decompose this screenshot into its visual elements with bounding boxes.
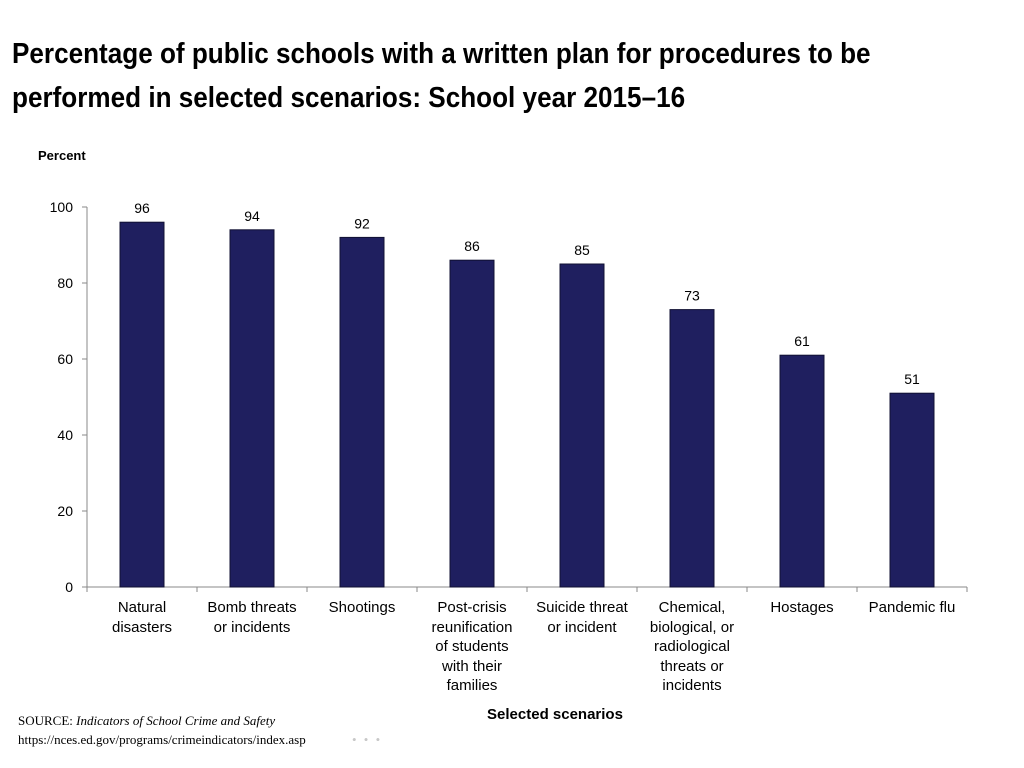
data-label: 94: [244, 208, 260, 224]
x-tick-label-line: of students: [435, 638, 509, 656]
x-tick-label: Post-crisis reunification of students with …: [417, 598, 527, 696]
x-tick-label-line: Bomb threats: [207, 599, 297, 616]
bar: [669, 309, 715, 588]
x-tick-label-line: Suicide threat: [536, 599, 628, 616]
data-label: 86: [464, 238, 480, 254]
x-tick-label: Pandemic flu: [857, 598, 967, 618]
source-prefix: SOURCE:: [18, 713, 77, 728]
data-label: 51: [904, 371, 920, 387]
data-label: 73: [684, 288, 700, 304]
source-note: SOURCE: Indicators of School Crime and S…: [18, 711, 306, 749]
x-tick-label-line: Chemical,: [658, 599, 726, 616]
source-publication: Indicators of School Crime and Safety: [76, 713, 276, 728]
x-tick-label: Natural disasters: [87, 598, 197, 637]
y-tick-label: 100: [50, 199, 74, 215]
chart-title: Percentage of public schools with a writ…: [12, 38, 871, 114]
bar: [559, 263, 605, 588]
bar: [229, 229, 275, 588]
data-label: 61: [794, 333, 810, 349]
y-tick-label: 60: [57, 351, 73, 367]
x-tick-label-line: or incidents: [213, 618, 291, 636]
decorative-dots: • • •: [352, 732, 383, 747]
x-tick-label: Bomb threats or incidents: [197, 598, 307, 637]
x-tick-label-line: with their: [441, 657, 503, 675]
bar: [889, 392, 935, 588]
x-tick-label-line: Pandemic flu: [868, 599, 956, 616]
x-tick-label-line: or incident: [547, 618, 617, 636]
bar: [779, 354, 825, 588]
x-tick-label-line: Post-crisis: [437, 599, 507, 616]
x-tick-label-line: radiological: [654, 638, 730, 656]
data-label: 92: [354, 215, 370, 231]
x-tick-label: Chemical, biological, or radiological threa…: [637, 598, 747, 696]
x-tick-label-line: threats or: [660, 657, 724, 675]
x-tick-label-line: reunification: [431, 618, 513, 636]
source-url[interactable]: https://nces.ed.gov/programs/crimeindica…: [18, 732, 306, 747]
y-tick-label: 20: [57, 503, 73, 519]
x-tick-label: Suicide threat or incident: [527, 598, 637, 637]
x-tick-label-line: Shootings: [328, 599, 396, 616]
x-tick-label-line: disasters: [111, 618, 173, 636]
x-tick-label-line: families: [446, 677, 498, 695]
x-tick-label-line: Natural: [117, 599, 167, 616]
x-tick-label-line: biological, or: [649, 618, 735, 636]
x-tick-label: Shootings: [307, 598, 417, 618]
x-axis-label: Selected scenarios: [487, 706, 623, 723]
y-tick-label: 40: [57, 427, 73, 443]
y-axis-label: Percent: [38, 148, 86, 163]
data-label: 96: [134, 200, 150, 216]
x-tick-label-line: incidents: [662, 677, 722, 695]
x-tick-label: Hostages: [747, 598, 857, 618]
bar: [339, 236, 385, 588]
y-tick-label: 80: [57, 275, 73, 291]
bar: [119, 221, 165, 588]
data-label: 85: [574, 242, 590, 258]
bar: [449, 259, 495, 588]
y-tick-label: 0: [65, 579, 73, 595]
x-tick-label-line: Hostages: [770, 599, 834, 616]
